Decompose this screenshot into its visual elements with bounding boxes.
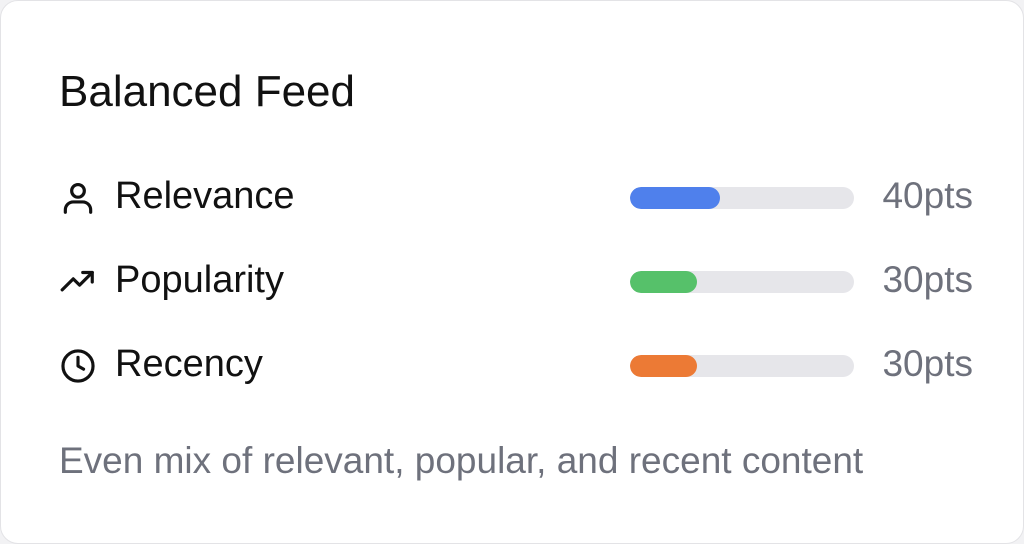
factor-label: Relevance (115, 175, 295, 217)
clock-icon (59, 347, 97, 385)
factor-label: Recency (115, 343, 263, 385)
person-icon (59, 179, 97, 217)
card-title: Balanced Feed (59, 67, 355, 116)
factor-row-popularity: Popularity 30pts (59, 255, 973, 305)
factor-bar (630, 187, 854, 209)
feed-description: Even mix of relevant, popular, and recen… (59, 440, 864, 481)
factor-value: 30pts (882, 343, 973, 384)
factor-row-relevance: Relevance 40pts (59, 171, 973, 221)
factor-bar (630, 355, 854, 377)
factor-value: 30pts (882, 259, 973, 300)
factor-bar-fill (630, 271, 698, 293)
factor-label: Popularity (115, 259, 284, 301)
factor-bar-fill (630, 187, 720, 209)
trending-up-icon (59, 263, 97, 301)
factor-bar-fill (630, 355, 698, 377)
factor-row-recency: Recency 30pts (59, 339, 973, 389)
factor-bar (630, 271, 854, 293)
factor-value: 40pts (882, 175, 973, 216)
